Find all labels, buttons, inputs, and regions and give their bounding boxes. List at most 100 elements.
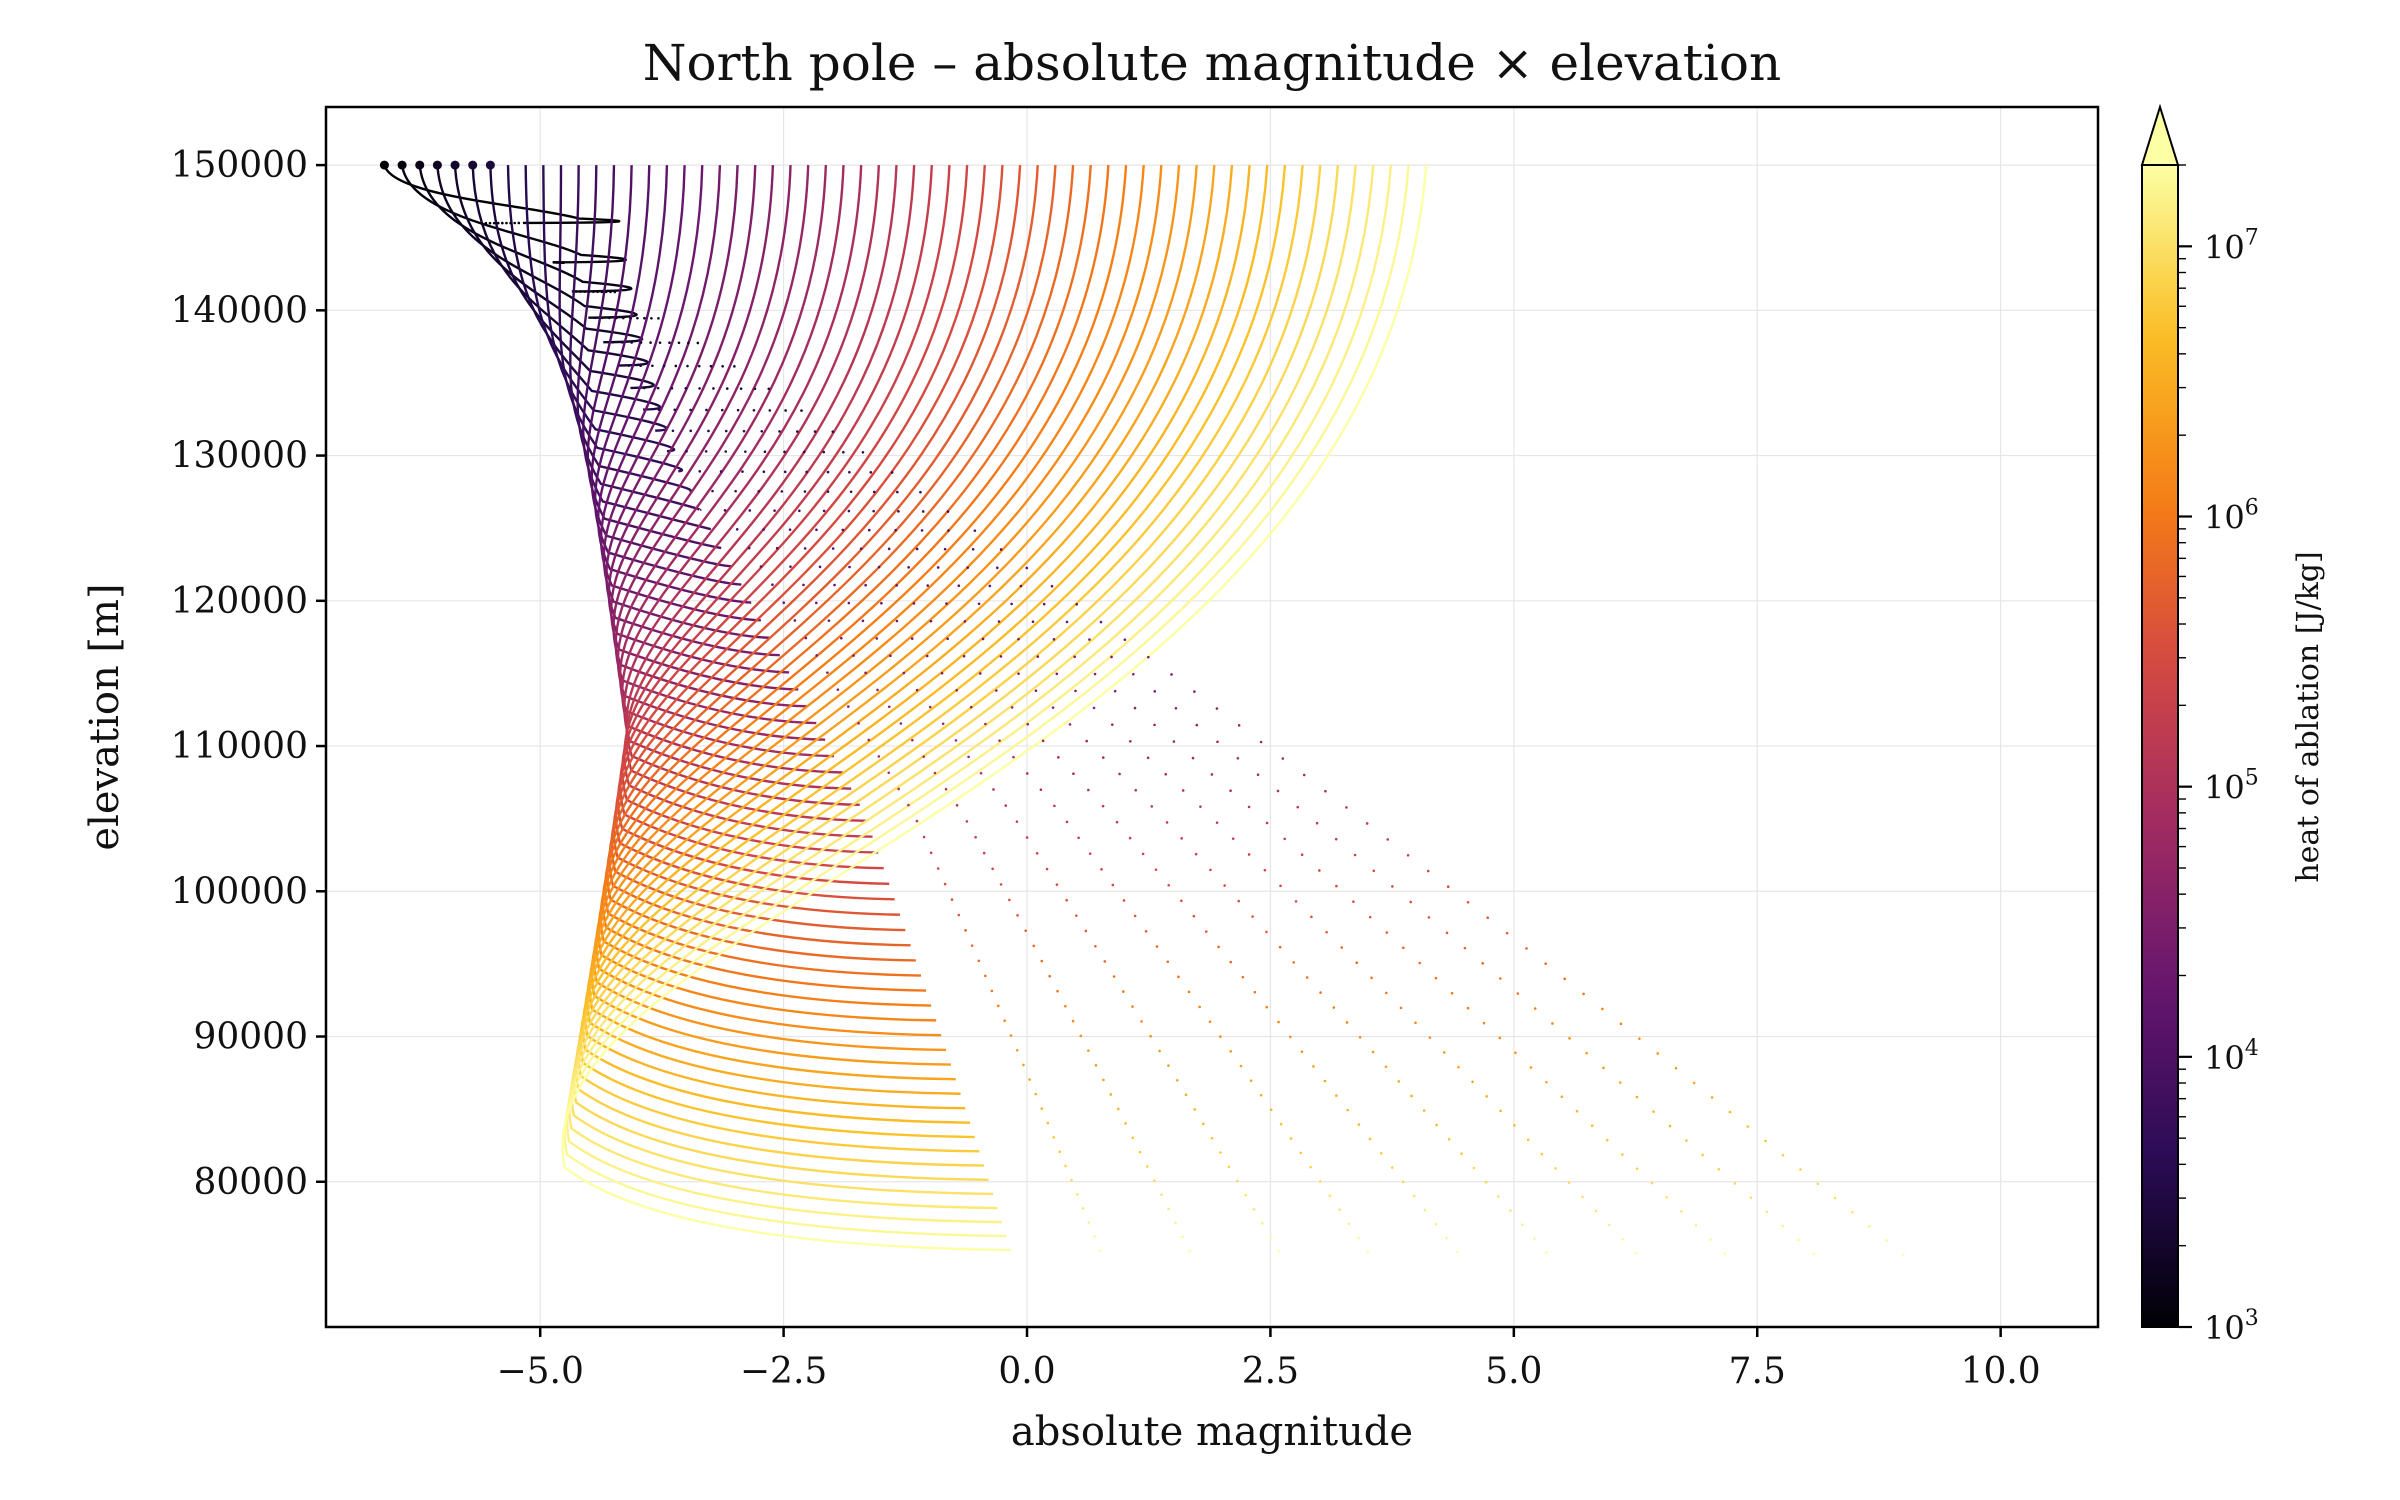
series-tail-point	[608, 316, 611, 320]
series-tail-point	[1154, 868, 1158, 871]
series-tail-point	[1585, 1051, 1588, 1055]
series-tail-point	[1533, 1237, 1536, 1240]
colorbar: 103 104 105 106 107 heat of ablation [J/kg]	[2140, 103, 2326, 1347]
series-tail-point	[1177, 975, 1180, 979]
series-tail-point	[915, 819, 919, 823]
series-tail-point	[1325, 930, 1328, 934]
series-tail-point	[1457, 1065, 1460, 1069]
series-tail-point	[1236, 757, 1240, 760]
series-tail-point	[921, 510, 925, 513]
series-tail-point	[1181, 1235, 1184, 1239]
series-line	[572, 165, 1340, 1181]
series-tail-point	[1765, 1210, 1769, 1214]
series-tail-point	[920, 529, 924, 532]
series-tail-point	[636, 316, 639, 320]
series-tail-point	[1253, 990, 1257, 994]
series-tail-point	[1195, 723, 1199, 727]
series-tail-point	[988, 584, 992, 588]
series-tail-point	[1071, 1019, 1075, 1023]
series-tail-point	[1665, 1195, 1669, 1199]
series-tail-point	[657, 317, 660, 320]
x-tick-label: 7.5	[1729, 1351, 1786, 1392]
series-tail-point	[1294, 900, 1298, 903]
series-tail-point	[1680, 1210, 1683, 1213]
x-tick-label: 5.0	[1485, 1351, 1542, 1392]
series-tail-point	[915, 688, 919, 692]
series-tail-point	[1358, 1035, 1362, 1039]
series-tail-point	[1335, 884, 1338, 888]
series-tail-point	[964, 929, 967, 932]
series-tail-point	[1521, 1223, 1524, 1226]
series-tail-point	[513, 221, 516, 225]
series-tail-point	[687, 341, 690, 345]
series-tail-point	[1167, 1207, 1170, 1211]
series-tail-point	[1601, 1007, 1604, 1011]
series-tail-point	[1180, 837, 1183, 840]
series-tail-point	[1041, 739, 1045, 743]
series-tail-point	[941, 722, 945, 726]
series-tail-point	[622, 316, 625, 320]
series-tail-point	[836, 688, 840, 691]
series-tail-point	[742, 429, 746, 433]
series-tail-point	[1193, 1108, 1197, 1111]
series-tail-point	[1346, 1108, 1349, 1112]
series-tail-point	[1204, 930, 1208, 933]
series-tail-point	[1040, 1107, 1044, 1110]
series-tail-point	[875, 637, 879, 640]
series-tail-point	[1004, 804, 1008, 807]
series-tail-point	[1034, 689, 1038, 693]
series-tail-point	[840, 636, 843, 640]
series-tail-point	[734, 489, 737, 493]
series-tail-point	[739, 387, 743, 390]
series-tail-point	[721, 364, 724, 368]
series-line	[619, 165, 969, 870]
series-tail-point	[1147, 655, 1150, 659]
series-tail-point	[1434, 976, 1438, 980]
series-tail-point	[1505, 931, 1509, 935]
series-tail-point	[1110, 723, 1114, 726]
series-tail-point	[1085, 739, 1089, 743]
series-tail-point	[890, 471, 894, 474]
series-line	[561, 165, 1428, 1252]
series-tail-point	[673, 408, 677, 412]
series-tail-point	[867, 528, 871, 532]
series-tail-point	[609, 290, 612, 294]
series-tail-point	[1146, 756, 1150, 760]
series-line	[605, 165, 780, 657]
series-tail-point	[1279, 884, 1282, 888]
series-tail-point	[1015, 820, 1019, 823]
series-tail-point	[1445, 931, 1449, 935]
series-tail-point	[1247, 853, 1251, 856]
series-tail-point	[1409, 900, 1413, 904]
series-tail-point	[784, 409, 787, 412]
colorbar-tick-label: 106	[2204, 495, 2259, 536]
series-tail-point	[705, 408, 708, 412]
series-tail-point	[719, 470, 723, 473]
series-tail-point	[962, 654, 966, 658]
series-tail-point	[1567, 1181, 1571, 1184]
series-tail-point	[1668, 1124, 1672, 1128]
series-tail-point	[1153, 690, 1157, 693]
series-tail-point	[833, 583, 836, 587]
series-tail-point	[1160, 1193, 1163, 1197]
series-tail-point	[1728, 1110, 1732, 1114]
series-tail-point	[1368, 915, 1372, 919]
series-tail-point	[1174, 1221, 1177, 1225]
series-tail-point	[1058, 1150, 1062, 1154]
series-tail-point	[668, 341, 671, 345]
series-tail-point	[798, 509, 801, 513]
series-tail-point	[1259, 740, 1263, 744]
series-tail-point	[1122, 899, 1126, 902]
series-tail-point	[620, 341, 624, 344]
series-tail-point	[517, 221, 521, 225]
series-tail-point	[1237, 724, 1241, 727]
series-line	[621, 165, 863, 774]
series-tail-point	[1032, 944, 1036, 948]
series-tail-point	[1525, 947, 1528, 950]
series-tail-point	[596, 290, 599, 294]
series-tail-point	[649, 341, 652, 344]
series-tail-point	[822, 450, 826, 454]
series-line	[625, 165, 898, 807]
series-line	[436, 165, 638, 319]
series-tail-point	[979, 771, 983, 775]
